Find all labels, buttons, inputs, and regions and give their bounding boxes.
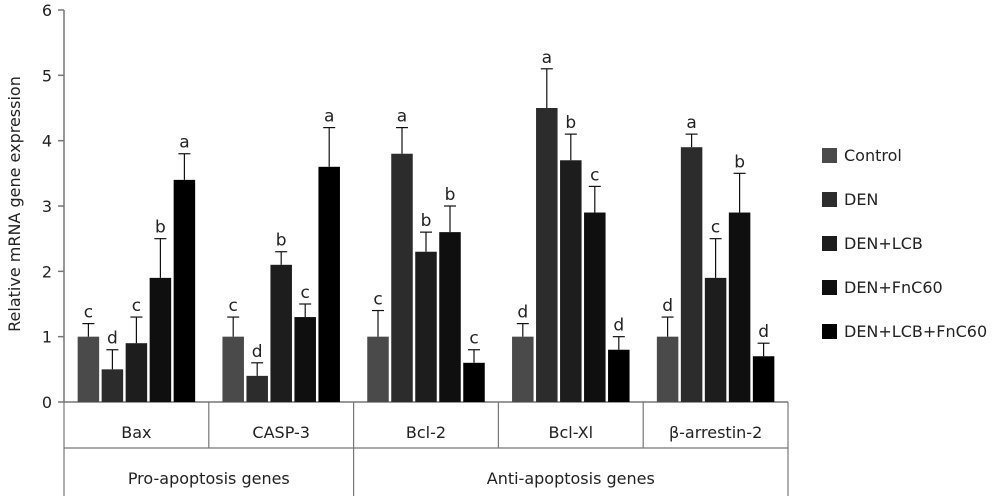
significance-label: c (301, 283, 310, 303)
legend-label: DEN+LCB (844, 234, 923, 253)
bar-den-lcb-fnc60-2 (463, 362, 485, 402)
significance-label: c (229, 296, 238, 316)
y-tick-label: 2 (42, 262, 52, 281)
significance-label: c (373, 290, 382, 310)
y-axis-label: Relative mRNA gene expression (5, 76, 24, 332)
bar-den-lcb-4 (704, 277, 727, 402)
bar-den-lcb-1 (270, 264, 292, 402)
bar-den-fnc60-0 (149, 277, 172, 402)
y-tick-label: 3 (42, 197, 52, 216)
bar-den-lcb-2 (415, 251, 437, 402)
significance-label: b (565, 113, 576, 133)
bar-den-0 (101, 369, 124, 402)
legend-swatch (822, 192, 837, 207)
bar-control-0 (77, 336, 100, 402)
significance-label: d (613, 316, 624, 336)
category-label: Bcl-Xl (548, 423, 593, 442)
bar-den-lcb-fnc60-1 (318, 166, 340, 402)
y-tick-label: 5 (42, 66, 52, 85)
significance-label: c (132, 296, 141, 316)
significance-label: a (179, 133, 189, 153)
significance-label: d (662, 296, 673, 316)
significance-label: b (421, 211, 432, 231)
significance-label: d (517, 303, 528, 323)
bar-den-2 (391, 153, 413, 402)
bar-den-3 (536, 108, 558, 402)
category-label: Bax (121, 423, 151, 442)
bar-den-fnc60-1 (294, 317, 316, 402)
legend-swatch (822, 280, 837, 295)
legend-swatch (822, 148, 837, 163)
y-tick-label: 1 (42, 328, 52, 347)
bar-den-lcb-fnc60-0 (173, 179, 196, 402)
significance-label: c (590, 165, 599, 185)
legend-label: Control (844, 146, 902, 165)
group-label: Pro-apoptosis genes (128, 469, 290, 488)
category-label: CASP-3 (252, 423, 310, 442)
significance-label: b (155, 218, 166, 238)
significance-label: b (276, 231, 287, 251)
y-tick-label: 6 (42, 1, 52, 20)
bar-den-lcb-fnc60-3 (608, 349, 630, 402)
significance-label: c (711, 218, 720, 238)
significance-label: c (84, 303, 93, 323)
bar-den-lcb-3 (560, 160, 582, 402)
bar-control-1 (222, 336, 244, 402)
bar-den-1 (246, 375, 268, 402)
significance-label: d (758, 322, 769, 342)
bar-den-lcb-fnc60-4 (752, 356, 775, 402)
y-tick-label: 0 (42, 393, 52, 412)
significance-label: c (469, 329, 478, 349)
bar-den-lcb-0 (125, 343, 148, 402)
legend-swatch (822, 324, 837, 339)
category-label: β-arrestin-2 (669, 423, 762, 442)
significance-label: b (445, 185, 456, 205)
significance-label: d (107, 329, 118, 349)
bar-den-fnc60-3 (584, 212, 606, 402)
significance-label: a (686, 113, 696, 133)
group-label: Anti-apoptosis genes (487, 469, 655, 488)
legend-swatch (822, 236, 837, 251)
significance-label: a (324, 107, 334, 127)
legend-label: DEN+FnC60 (844, 278, 943, 297)
bar-control-3 (512, 336, 534, 402)
bar-control-4 (656, 336, 679, 402)
bar-den-4 (680, 147, 703, 402)
bar-den-fnc60-2 (439, 232, 461, 402)
y-tick-label: 4 (42, 132, 52, 151)
significance-label: d (252, 342, 263, 362)
legend-label: DEN (844, 190, 878, 209)
legend: Control DEN DEN+LCB DEN+FnC60 DEN+LCB+FnC60 (822, 146, 987, 341)
legend-label: DEN+LCB+FnC60 (844, 322, 987, 341)
category-label: Bcl-2 (406, 423, 446, 442)
significance-label: a (542, 48, 552, 68)
significance-label: b (734, 152, 745, 172)
significance-label: a (397, 107, 407, 127)
bar-den-fnc60-4 (728, 212, 751, 402)
bar-control-2 (367, 336, 389, 402)
